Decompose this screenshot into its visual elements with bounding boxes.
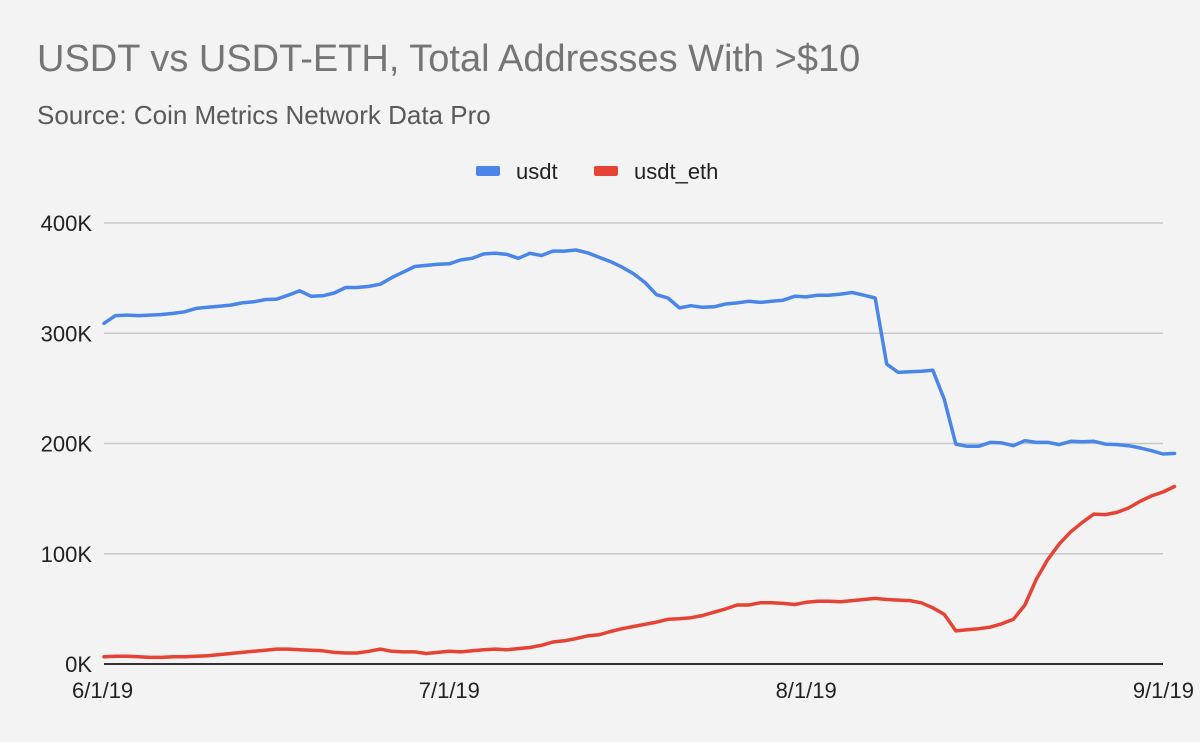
legend-label-usdt: usdt (516, 159, 558, 184)
x-tick-label: 6/1/19 (72, 678, 133, 703)
x-axis-tick-labels: 6/1/19 7/1/19 8/1/19 9/1/19 (72, 678, 1194, 703)
y-tick-label: 400K (41, 211, 93, 236)
series-line-usdt (102, 248, 1177, 456)
legend-swatch-usdt (476, 166, 500, 176)
y-tick-label: 200K (41, 432, 93, 457)
y-tick-label: 0K (65, 652, 92, 677)
x-tick-label: 9/1/19 (1133, 678, 1194, 703)
chart-title: USDT vs USDT-ETH, Total Addresses With >… (37, 38, 861, 80)
y-tick-label: 300K (41, 321, 93, 346)
chart-subtitle: Source: Coin Metrics Network Data Pro (37, 100, 491, 130)
legend-swatch-usdt-eth (594, 166, 618, 176)
legend-label-usdt-eth: usdt_eth (634, 159, 718, 184)
y-axis-tick-labels: 0K 100K 200K 300K 400K (41, 211, 93, 677)
legend: usdt usdt_eth (476, 159, 718, 184)
y-tick-label: 100K (41, 542, 93, 567)
x-tick-label: 7/1/19 (419, 678, 480, 703)
series-lines (102, 248, 1177, 660)
series-line-usdt-eth (102, 484, 1177, 660)
x-tick-label: 8/1/19 (776, 678, 837, 703)
